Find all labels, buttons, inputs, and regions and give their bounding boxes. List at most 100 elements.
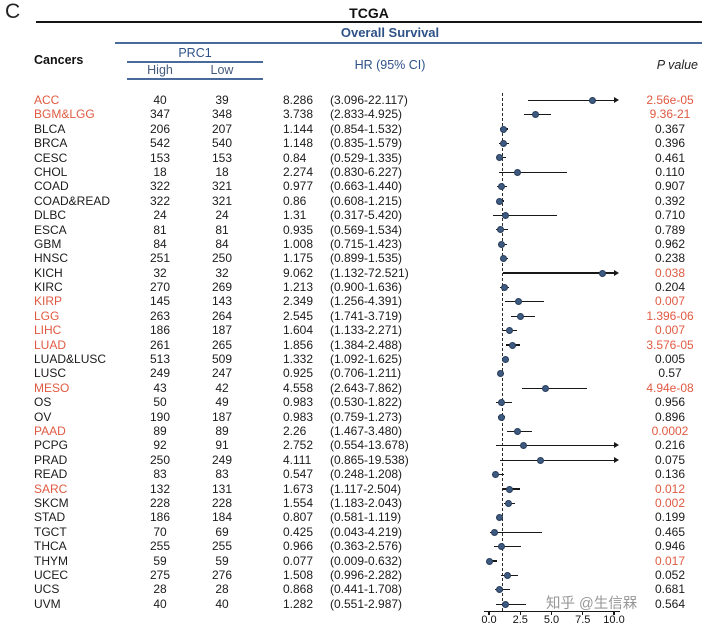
axis-tick [582,611,584,615]
hr-value: 8.286 [283,93,314,107]
forest-row: CHOL 18 18 2.274 (0.830-6.227) 0.110 [0,165,704,179]
p-value: 1.396-06 [646,308,694,323]
high-count: 145 [149,294,171,309]
p-value: 0.204 [654,280,686,295]
axis-tick-label: 7.5 [575,614,591,626]
ci-range: (1.117-2.504) [330,481,402,496]
forest-row: THYM 59 59 0.077 (0.009-0.632) 0.017 [0,554,704,568]
p-value: 0.238 [654,251,686,266]
p-value: 0.57 [658,366,682,381]
p-value: 9.36-21 [649,107,691,122]
ci-range: (0.663-1.440) [330,179,403,194]
hr-value: 0.547 [283,467,314,482]
forest-row: HNSC 251 250 1.175 (0.899-1.535) 0.238 [0,251,704,265]
high-count: 18 [153,164,167,179]
p-value: 0.038 [654,265,686,280]
cancer-name: PAAD [34,423,66,438]
cancer-name: BLCA [34,121,66,136]
p-value: 2.56e-05 [646,93,694,107]
cancer-name: PRAD [34,452,68,467]
axis-tick-label: 10.0 [603,614,625,626]
cancer-name: THYM [34,553,68,568]
ci-range: (0.706-1.211) [330,366,402,381]
low-count: 509 [211,352,233,367]
low-count: 24 [215,208,229,223]
hr-value: 0.925 [283,366,314,381]
cancer-name: TGCT [34,524,67,539]
high-count: 186 [149,323,171,338]
high-count: 186 [149,510,171,525]
low-count: 89 [215,423,229,438]
p-value: 0.005 [654,352,686,367]
high-count: 59 [153,553,167,568]
high-count: 250 [149,452,171,467]
low-count: 91 [215,438,229,453]
forest-row: PCPG 92 91 2.752 (0.554-13.678) 0.216 [0,438,704,452]
p-value: 0.0002 [651,423,689,438]
p-value: 0.007 [654,294,686,309]
hr-value: 9.062 [283,265,314,280]
hr-value: 1.148 [283,136,314,151]
forest-row: MESO 43 42 4.558 (2.643-7.862) 4.94e-08 [0,381,704,395]
p-value: 0.216 [654,438,686,453]
ci-range: (0.835-1.579) [330,136,403,151]
high-count: 347 [149,107,171,122]
hr-value: 2.545 [283,308,314,323]
hr-value: 1.604 [283,323,314,338]
p-value: 0.052 [654,567,686,582]
cancer-name: LGG [34,308,60,323]
hr-value: 2.274 [283,164,314,179]
forest-row: CESC 153 153 0.84 (0.529-1.335) 0.461 [0,151,704,165]
hr-value: 2.752 [283,438,314,453]
hr-value: 1.175 [283,251,314,266]
hr-value: 0.86 [283,193,307,208]
hr-value: 0.983 [283,409,314,424]
low-count: 255 [211,539,233,554]
p-value: 0.007 [654,323,686,338]
low-count: 321 [211,179,233,194]
high-count: 322 [149,193,171,208]
forest-row: ESCA 81 81 0.935 (0.569-1.534) 0.789 [0,223,704,237]
cancer-name: LUAD [34,337,67,352]
p-value: 0.392 [654,193,686,208]
hr-value: 1.213 [283,280,314,295]
cancer-name: READ [34,467,68,482]
hr-value: 1.673 [283,481,314,496]
forest-row: READ 83 83 0.547 (0.248-1.208) 0.136 [0,467,704,481]
high-count: 40 [153,596,167,611]
high-count: 50 [153,395,167,410]
cancer-name: CHOL [34,164,68,179]
ci-range: (0.554-13.678) [330,438,409,453]
low-count: 81 [215,222,229,237]
ci-range: (0.363-2.576) [330,539,403,554]
title-rule [36,21,702,23]
cancer-name: SKCM [34,495,69,510]
ci-range: (1.092-1.625) [330,352,403,367]
column-header-cancers: Cancers [34,53,84,67]
high-count: 32 [153,265,167,280]
low-count: 32 [215,265,229,280]
cancer-name: HNSC [34,251,69,266]
high-count: 249 [149,366,171,381]
hr-value: 2.26 [283,423,307,438]
cancer-name: PCPG [34,438,69,453]
p-value: 0.710 [654,208,686,223]
p-value: 4.94e-08 [646,380,694,395]
low-count: 321 [211,193,233,208]
p-value: 0.012 [654,481,686,496]
p-value: 0.017 [654,553,686,568]
high-count: 84 [153,236,167,251]
panel-label: C [5,0,21,23]
forest-row: UCS 28 28 0.868 (0.441-1.708) 0.681 [0,582,704,596]
ci-range: (0.569-1.534) [330,222,403,237]
ci-range: (0.317-5.420) [330,208,403,223]
forest-row: LGG 263 264 2.545 (1.741-3.719) 1.396-06 [0,309,704,323]
high-count: 81 [153,222,167,237]
figure-subtitle: Overall Survival [340,25,440,40]
subtitle-rule [115,42,702,44]
cancer-name: CESC [34,150,68,165]
ci-range: (0.043-4.219) [330,524,403,539]
hr-value: 4.558 [283,380,314,395]
ci-range: (0.899-1.535) [330,251,403,266]
hr-value: 1.282 [283,596,314,611]
